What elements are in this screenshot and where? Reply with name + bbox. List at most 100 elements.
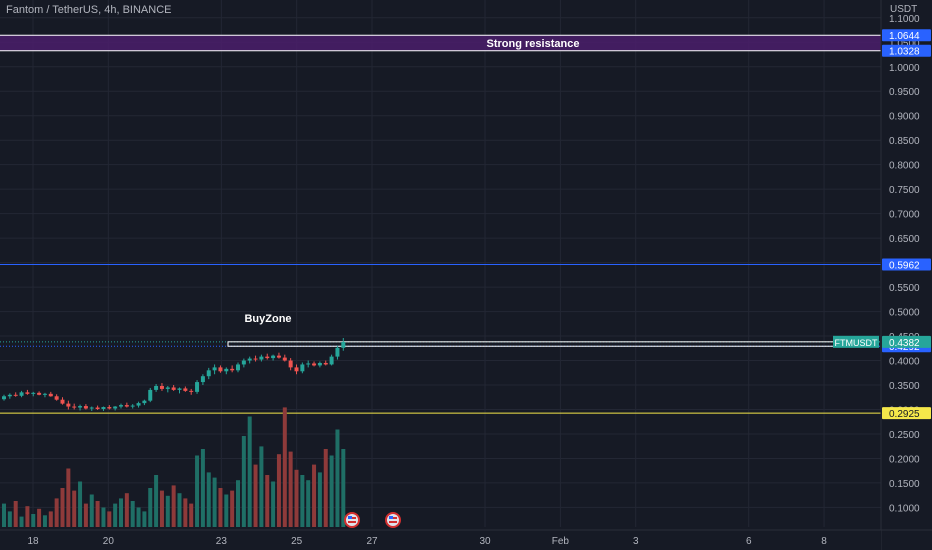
volume-bar	[306, 480, 311, 527]
candle-body	[83, 406, 88, 409]
candle	[31, 391, 36, 397]
candle-body	[259, 356, 264, 360]
volume-bar	[78, 481, 83, 527]
y-tick-label: 0.4000	[889, 357, 920, 368]
y-tick-label: 0.8000	[889, 161, 920, 172]
candle	[13, 392, 18, 397]
volume-bar	[148, 488, 153, 527]
volume-bar	[19, 516, 24, 527]
candle-body	[19, 392, 24, 396]
candle	[159, 383, 164, 391]
x-tick-label: 18	[27, 536, 39, 547]
candle	[95, 405, 100, 410]
symbol-tag: FTMUSDT	[835, 338, 878, 348]
candle-body	[183, 388, 188, 391]
candle-body	[142, 400, 147, 404]
candle-body	[7, 394, 12, 397]
candle-body	[42, 393, 47, 395]
volume-bar	[288, 451, 293, 527]
y-tick-label: 0.1500	[889, 479, 920, 490]
x-tick-label: 23	[216, 536, 228, 547]
candle-body	[306, 363, 311, 365]
volume-bar	[37, 508, 42, 527]
candle-body	[95, 407, 100, 410]
candle	[42, 392, 47, 398]
candle	[253, 355, 258, 362]
candle-body	[218, 367, 223, 372]
candle	[312, 361, 317, 367]
candle	[212, 364, 217, 375]
candle-body	[2, 396, 6, 400]
volume-bar	[247, 416, 252, 527]
candle	[78, 404, 83, 411]
volume-bar	[212, 477, 217, 527]
candle	[66, 400, 71, 410]
candle	[306, 360, 311, 368]
candle-body	[119, 405, 123, 407]
candle	[247, 356, 252, 364]
candle-body	[271, 355, 276, 359]
candle-body	[253, 358, 258, 360]
volume-bar	[329, 455, 334, 527]
volume-bar	[60, 488, 65, 527]
candle	[72, 403, 77, 410]
candle	[271, 354, 276, 361]
price-tag-current: 0.4382	[889, 338, 920, 349]
x-tick-label: 27	[366, 536, 378, 547]
volume-bar	[101, 507, 106, 527]
volume-bar	[136, 507, 141, 527]
x-tick-label: 8	[821, 536, 827, 547]
candle	[183, 386, 188, 392]
volume-bar	[159, 490, 164, 527]
y-tick-label: 0.9000	[889, 112, 920, 123]
volume-bar	[13, 501, 18, 527]
candle	[54, 394, 59, 401]
candle	[113, 406, 118, 411]
candle-body	[31, 392, 36, 394]
candle-body	[101, 407, 106, 410]
candle	[230, 365, 235, 373]
candle	[265, 353, 270, 360]
y-tick-label: 1.0000	[889, 63, 920, 74]
candle-body	[54, 396, 59, 400]
candle	[89, 406, 94, 411]
x-tick-label: 25	[291, 536, 303, 547]
y-tick-label: 0.5000	[889, 308, 920, 319]
time-axis-panel	[0, 530, 881, 550]
candle	[300, 362, 305, 374]
candle	[37, 391, 42, 396]
candle	[136, 401, 141, 408]
volume-bar	[25, 506, 30, 527]
candle-body	[130, 405, 135, 407]
price-tag-0-2925-bg	[882, 407, 931, 420]
volume-bar	[317, 472, 322, 527]
candle-body	[323, 362, 328, 365]
candle-body	[224, 368, 229, 372]
candle	[124, 402, 129, 408]
volume-bar	[206, 472, 211, 527]
candle	[48, 391, 53, 397]
volume-bar	[218, 488, 223, 527]
volume-bar	[89, 494, 94, 527]
volume-bar	[54, 498, 59, 527]
candle	[130, 404, 135, 409]
buy-zone-label: BuyZone	[244, 313, 291, 325]
volume-bar	[42, 515, 47, 527]
buy-zone-box	[227, 341, 844, 347]
candle	[200, 374, 205, 386]
candle-body	[265, 356, 270, 359]
candle-body	[282, 357, 287, 361]
price-tag-0-5962: 0.5962	[889, 260, 920, 271]
candle	[171, 385, 176, 391]
candle	[7, 393, 12, 399]
candle-body	[317, 362, 322, 366]
candle	[341, 338, 346, 351]
candle-body	[247, 358, 252, 361]
y-tick-label: 0.5500	[889, 283, 920, 294]
candle	[195, 380, 200, 394]
candle-body	[78, 406, 83, 408]
volume-bar	[2, 503, 6, 527]
candle	[241, 358, 246, 368]
volume-bar	[72, 490, 77, 527]
